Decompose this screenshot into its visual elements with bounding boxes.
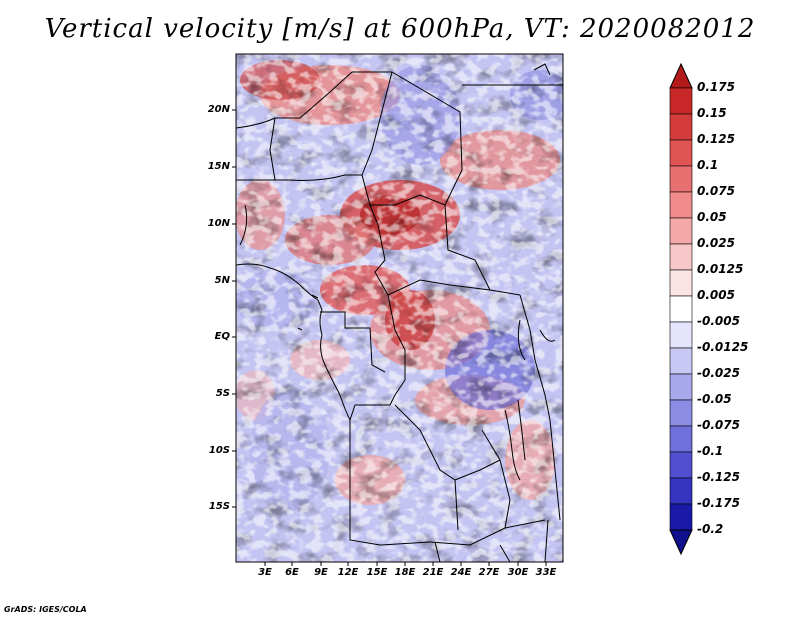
chart-title: Vertical velocity [m/s] at 600hPa, VT: 2… <box>44 14 756 44</box>
lat-label-20n: 20N <box>207 104 230 115</box>
lon-label-27e: 27E <box>478 567 500 578</box>
map-frame <box>235 53 564 563</box>
lat-label-10n: 10N <box>207 218 230 229</box>
footer-credit: GrADS: IGES/COLA <box>4 605 87 614</box>
lat-label-5n: 5N <box>214 275 230 286</box>
colorbar-swatch <box>669 87 693 115</box>
lon-label-9e: 9E <box>314 567 328 578</box>
colorbar-label: 0.075 <box>697 184 735 198</box>
colorbar-swatch <box>669 503 693 531</box>
colorbar-swatch <box>669 477 693 505</box>
colorbar-label: 0.175 <box>697 80 735 94</box>
colorbar-swatch <box>669 165 693 193</box>
lat-label-5s: 5S <box>215 388 230 399</box>
colorbar-label: -0.05 <box>697 392 732 406</box>
colorbar-swatch <box>669 269 693 297</box>
colorbar-min-arrow <box>669 529 693 556</box>
lon-label-18e: 18E <box>394 567 416 578</box>
colorbar-swatch <box>669 451 693 479</box>
lon-label-12e: 12E <box>337 567 359 578</box>
lon-label-24e: 24E <box>450 567 472 578</box>
lon-label-21e: 21E <box>422 567 444 578</box>
lat-label-10s: 10S <box>208 445 230 456</box>
colorbar-swatch <box>669 321 693 349</box>
velocity-field <box>236 54 563 562</box>
colorbar-swatch <box>669 191 693 219</box>
colorbar-label: -0.2 <box>697 522 724 536</box>
lat-label-eq: EQ <box>214 331 230 342</box>
colorbar-label: -0.025 <box>697 366 740 380</box>
axis-ticks <box>232 109 547 566</box>
colorbar-label: 0.0125 <box>697 262 744 276</box>
colorbar-label: 0.005 <box>697 288 735 302</box>
colorbar <box>669 62 693 556</box>
colorbar-swatch <box>669 373 693 401</box>
colorbar-label: -0.175 <box>697 496 740 510</box>
colorbar-swatch <box>669 425 693 453</box>
colorbar-label: 0.05 <box>697 210 727 224</box>
colorbar-swatch <box>669 217 693 245</box>
lon-label-15e: 15E <box>366 567 388 578</box>
lon-label-6e: 6E <box>285 567 299 578</box>
colorbar-swatch <box>669 295 693 323</box>
colorbar-label: -0.125 <box>697 470 740 484</box>
colorbar-label: -0.005 <box>697 314 740 328</box>
lon-label-3e: 3E <box>258 567 272 578</box>
colorbar-label: 0.15 <box>697 106 727 120</box>
colorbar-swatch <box>669 399 693 427</box>
colorbar-label: 0.125 <box>697 132 735 146</box>
colorbar-swatch <box>669 113 693 141</box>
colorbar-swatch <box>669 243 693 271</box>
colorbar-label: -0.075 <box>697 418 740 432</box>
lon-label-33e: 33E <box>535 567 557 578</box>
colorbar-swatch <box>669 139 693 167</box>
country-borders <box>236 63 563 562</box>
lat-label-15s: 15S <box>208 501 230 512</box>
colorbar-label: -0.1 <box>697 444 724 458</box>
colorbar-max-arrow <box>669 62 693 89</box>
lon-label-30e: 30E <box>507 567 529 578</box>
lat-label-15n: 15N <box>207 161 230 172</box>
colorbar-label: -0.0125 <box>697 340 749 354</box>
colorbar-swatch <box>669 347 693 375</box>
colorbar-label: 0.025 <box>697 236 735 250</box>
colorbar-label: 0.1 <box>697 158 719 172</box>
